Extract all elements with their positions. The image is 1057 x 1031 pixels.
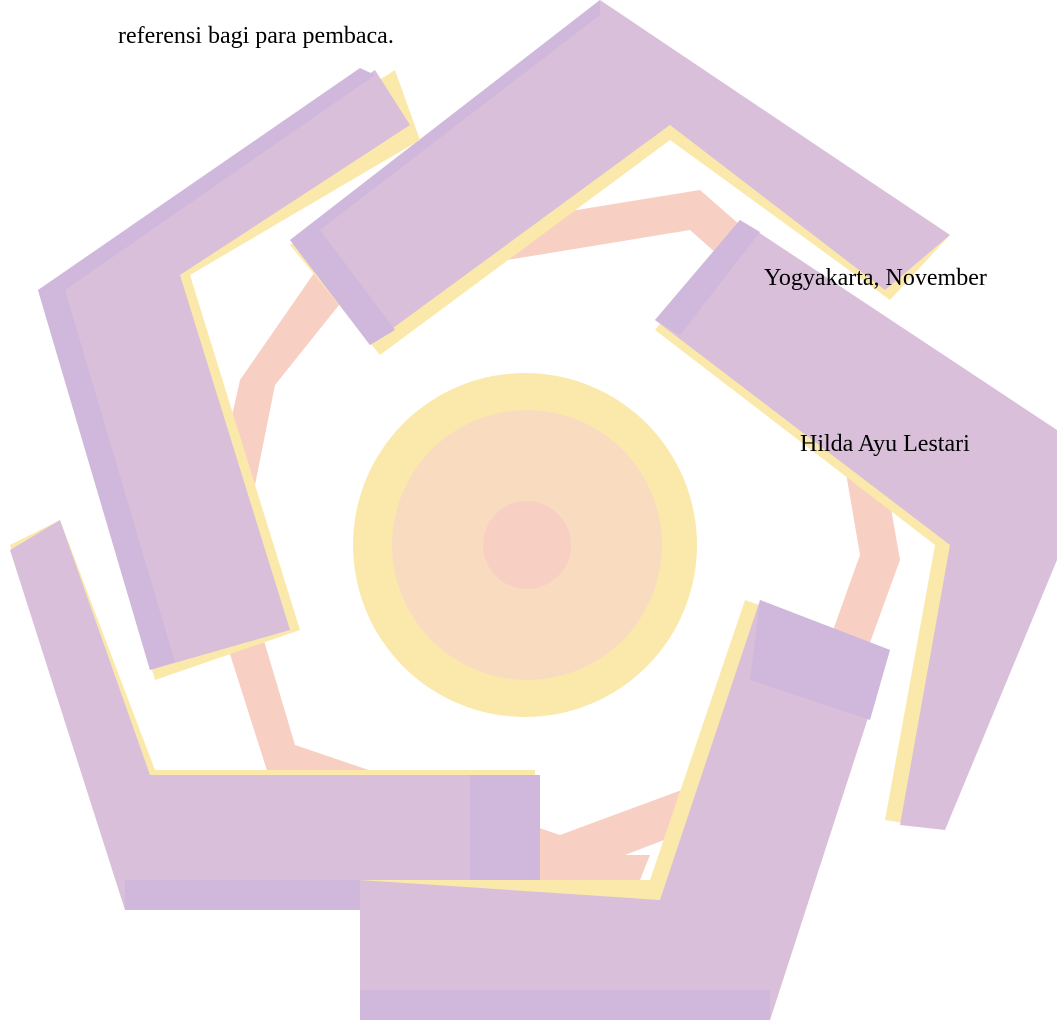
logo-arm-right	[655, 220, 1057, 830]
logo-arm-left-upper	[38, 68, 420, 680]
body-text-line: referensi bagi para pembaca.	[118, 23, 394, 49]
author-name: Hilda Ayu Lestari	[800, 431, 970, 457]
logo-arm-bottom-right	[360, 600, 890, 1020]
logo-arm-top	[290, 0, 950, 355]
place-date: Yogyakarta, November	[764, 265, 987, 291]
logo-center-circles	[353, 373, 697, 717]
